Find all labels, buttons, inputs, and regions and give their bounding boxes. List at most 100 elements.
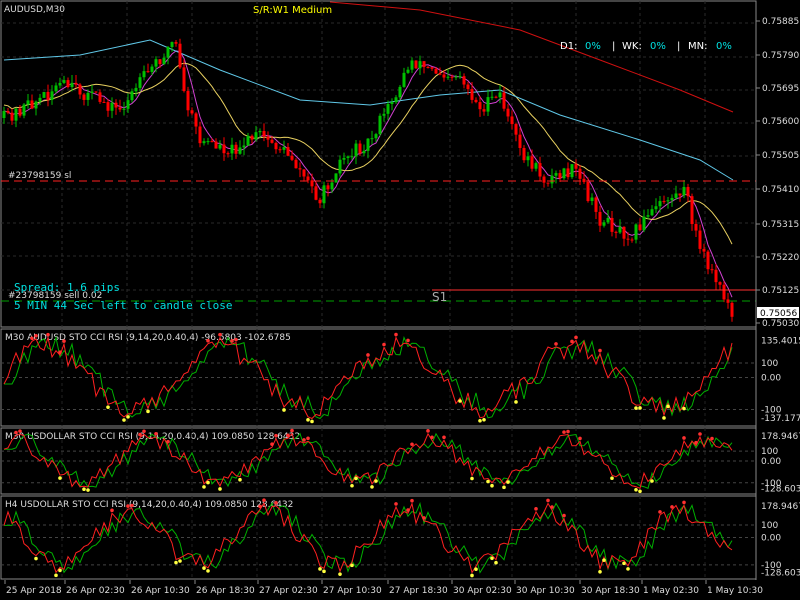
time-tick-label: 1 May 10:30	[707, 586, 763, 596]
overbought-dot	[442, 435, 446, 440]
candle	[730, 301, 734, 322]
overbought-dot	[30, 336, 34, 341]
candle	[434, 67, 438, 74]
candle	[430, 66, 434, 71]
overbought-dot	[14, 430, 18, 435]
price-tick-label: 0.75220	[762, 253, 799, 263]
oversold-dot	[318, 567, 322, 571]
candle	[290, 150, 294, 162]
overbought-dot	[110, 508, 114, 513]
candle	[550, 168, 554, 189]
overbought-dot	[366, 353, 370, 357]
overbought-dot	[566, 429, 570, 434]
candle	[718, 281, 722, 291]
overbought-dot	[430, 435, 434, 440]
overbought-dot	[302, 438, 306, 442]
candle	[6, 107, 10, 115]
candle	[154, 56, 158, 73]
oversold-dot	[206, 569, 210, 573]
candle	[22, 102, 26, 119]
time-tick-label: 30 Apr 18:30	[581, 586, 640, 596]
candle	[310, 173, 314, 194]
overbought-dot	[562, 513, 566, 518]
indicator-panel-1[interactable]: M30 AUDUSD STO CCI RSI (9,14,20,0.40,4) …	[0, 328, 800, 427]
candle	[578, 165, 582, 186]
time-tick-label: 30 Apr 02:30	[453, 586, 512, 596]
candle	[598, 205, 602, 233]
candle	[110, 97, 114, 119]
ma-long-line	[329, 1, 734, 113]
candle	[34, 100, 38, 116]
oversold-dot	[350, 483, 354, 488]
candle	[530, 149, 534, 172]
candle	[458, 71, 462, 79]
mn-label: MN:	[688, 41, 707, 52]
overbought-dot	[258, 504, 262, 509]
symbol-label: AUDUSD,M30	[4, 5, 65, 15]
candle	[334, 173, 338, 183]
overbought-dot	[598, 348, 602, 353]
oversold-dot	[174, 560, 178, 565]
candle	[446, 68, 450, 80]
candle	[642, 209, 646, 233]
overbought-dot	[46, 332, 50, 337]
candle	[170, 41, 174, 52]
time-tick-label: 26 Apr 18:30	[196, 586, 255, 596]
candle	[554, 170, 558, 184]
oversold-dot	[470, 476, 474, 481]
candle	[282, 140, 286, 154]
overbought-dot	[546, 498, 550, 503]
candle	[274, 141, 278, 154]
overbought-dot	[570, 339, 574, 344]
candle	[406, 66, 410, 74]
price-tick-label: 0.75790	[762, 51, 799, 61]
oversold-dot	[218, 487, 222, 491]
candle	[254, 125, 258, 142]
candle	[230, 137, 234, 160]
svg-text:|: |	[677, 41, 680, 52]
candle	[694, 219, 698, 238]
candle	[194, 112, 198, 135]
time-axis[interactable]: 25 Apr 2018 26 Apr 02:30 26 Apr 10:30 26 Ap…	[4, 580, 763, 596]
oversold-dot	[478, 418, 482, 423]
oversold-dot	[370, 485, 374, 489]
candle	[94, 91, 98, 94]
candle	[18, 104, 22, 118]
oversold-dot	[502, 485, 506, 490]
candle	[442, 70, 446, 82]
oscillator-line	[3, 432, 733, 489]
overbought-dot	[34, 334, 38, 338]
indicator-tick-label: -128.6033	[761, 568, 800, 578]
oversold-dot	[622, 561, 626, 566]
candle	[678, 193, 682, 202]
candle	[558, 169, 562, 183]
overbought-dot	[234, 337, 238, 342]
overbought-dot	[230, 339, 234, 343]
oversold-dot	[322, 569, 326, 574]
candle	[270, 135, 274, 144]
overbought-dot	[710, 436, 714, 441]
time-tick-label: 26 Apr 10:30	[131, 586, 190, 596]
overbought-dot	[562, 430, 566, 434]
candle	[286, 143, 290, 157]
main-price-panel[interactable]: AUDUSD,M30 S/R:W1 Medium D1: 0% | WK: 0%…	[0, 0, 757, 328]
candle	[10, 108, 14, 125]
indicator-panel-2[interactable]: M30 USDOLLAR STO CCI RSI (9,14,20,0.40,4…	[0, 427, 800, 495]
overbought-dot	[422, 516, 426, 520]
candle	[74, 74, 78, 89]
oversold-dot	[282, 408, 286, 412]
candle	[258, 128, 262, 139]
indicator-tick-label: 100	[761, 521, 778, 531]
candle	[514, 122, 518, 142]
oscillator-line	[3, 335, 733, 420]
oversold-dot	[662, 416, 666, 420]
oversold-dot	[58, 476, 62, 480]
oversold-dot	[490, 556, 494, 561]
oversold-dot	[626, 567, 630, 571]
overbought-dot	[166, 439, 170, 444]
oversold-dot	[374, 479, 378, 483]
indicator-panel-3[interactable]: H4 USDOLLAR STO CCI RSI (9,14,20,0.40,4)…	[0, 495, 800, 580]
oversold-dot	[54, 573, 58, 578]
oversold-dot	[238, 477, 242, 482]
